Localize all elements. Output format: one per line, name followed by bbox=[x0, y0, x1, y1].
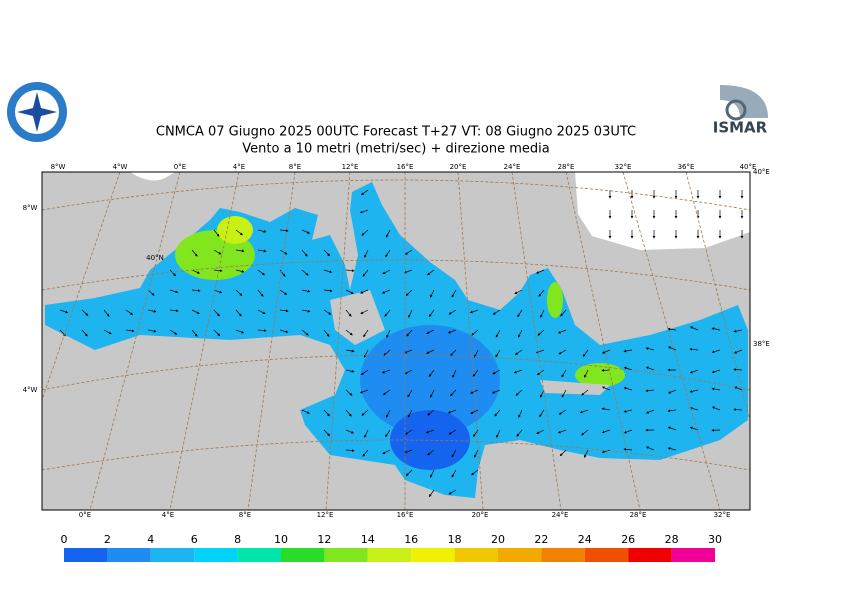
colorbar-tick-label: 18 bbox=[448, 533, 462, 546]
top-label: 8°W bbox=[51, 163, 66, 171]
colorbar-tick-label: 20 bbox=[491, 533, 505, 546]
bottom-label: 24°E bbox=[552, 511, 569, 519]
colorbar-box bbox=[281, 548, 324, 562]
colorbar-tick-label: 30 bbox=[708, 533, 722, 546]
colorbar-tick-label: 26 bbox=[621, 533, 635, 546]
colorbar-tick-label: 2 bbox=[104, 533, 111, 546]
colorbar-box bbox=[455, 548, 498, 562]
colorbar-box bbox=[194, 548, 237, 562]
top-label: 4°W bbox=[113, 163, 128, 171]
colorbar-tick-label: 12 bbox=[317, 533, 331, 546]
colorbar-box bbox=[368, 548, 411, 562]
colorbar-box bbox=[498, 548, 541, 562]
ismar-logo: ISMAR bbox=[710, 78, 770, 140]
top-label: 4°E bbox=[233, 163, 245, 171]
colorbar-tick-label: 4 bbox=[147, 533, 154, 546]
top-label: 8°E bbox=[289, 163, 301, 171]
top-label: 12°E bbox=[342, 163, 359, 171]
top-label: 0°E bbox=[174, 163, 186, 171]
bottom-label: 4°E bbox=[162, 511, 174, 519]
bottom-label: 28°E bbox=[630, 511, 647, 519]
colorbar-box bbox=[411, 548, 454, 562]
black-sea bbox=[575, 172, 750, 250]
bottom-label: 32°E bbox=[714, 511, 731, 519]
colorbar-tick-label: 8 bbox=[234, 533, 241, 546]
colorbar-box bbox=[324, 548, 367, 562]
bottom-label: 0°E bbox=[79, 511, 91, 519]
colorbar-box bbox=[585, 548, 628, 562]
logo-text: ISMAR bbox=[713, 119, 768, 137]
sea-patch bbox=[547, 282, 563, 318]
colorbar-tick-label: 14 bbox=[361, 533, 375, 546]
colorbar-box bbox=[672, 548, 715, 562]
title-line-2: Vento a 10 metri (metri/sec) + direzione… bbox=[242, 142, 549, 157]
colorbar-tick-label: 0 bbox=[61, 533, 68, 546]
top-label: 36°E bbox=[678, 163, 695, 171]
right-label: 38°E bbox=[753, 340, 770, 348]
bottom-label: 16°E bbox=[397, 511, 414, 519]
right-label: 40°E bbox=[753, 168, 770, 176]
left-label: 40°N bbox=[146, 254, 164, 262]
bottom-label: 12°E bbox=[317, 511, 334, 519]
top-label: 16°E bbox=[397, 163, 414, 171]
colorbar-tick-label: 6 bbox=[191, 533, 198, 546]
top-label: 20°E bbox=[450, 163, 467, 171]
colorbar-box bbox=[628, 548, 671, 562]
map-area bbox=[42, 172, 750, 510]
sea-patch bbox=[217, 216, 253, 244]
colorbar-tick-label: 28 bbox=[665, 533, 679, 546]
bottom-label: 8°E bbox=[239, 511, 251, 519]
left-label: 8°W bbox=[23, 204, 38, 212]
bottom-label: 20°E bbox=[472, 511, 489, 519]
top-label: 24°E bbox=[504, 163, 521, 171]
cnmca-logo bbox=[7, 82, 67, 142]
colorbar-tick-label: 24 bbox=[578, 533, 592, 546]
top-label: 32°E bbox=[615, 163, 632, 171]
colorbar-tick-label: 16 bbox=[404, 533, 418, 546]
colorbar-tick-label: 22 bbox=[534, 533, 548, 546]
colorbar-box bbox=[541, 548, 584, 562]
colorbar-tick-label: 10 bbox=[274, 533, 288, 546]
colorbar-box bbox=[238, 548, 281, 562]
colorbar-box bbox=[151, 548, 194, 562]
top-label: 28°E bbox=[558, 163, 575, 171]
left-label: 4°W bbox=[23, 386, 38, 394]
colorbar-box bbox=[64, 548, 107, 562]
colorbar-box bbox=[107, 548, 150, 562]
title-line-1: CNMCA 07 Giugno 2025 00UTC Forecast T+27… bbox=[156, 125, 636, 140]
